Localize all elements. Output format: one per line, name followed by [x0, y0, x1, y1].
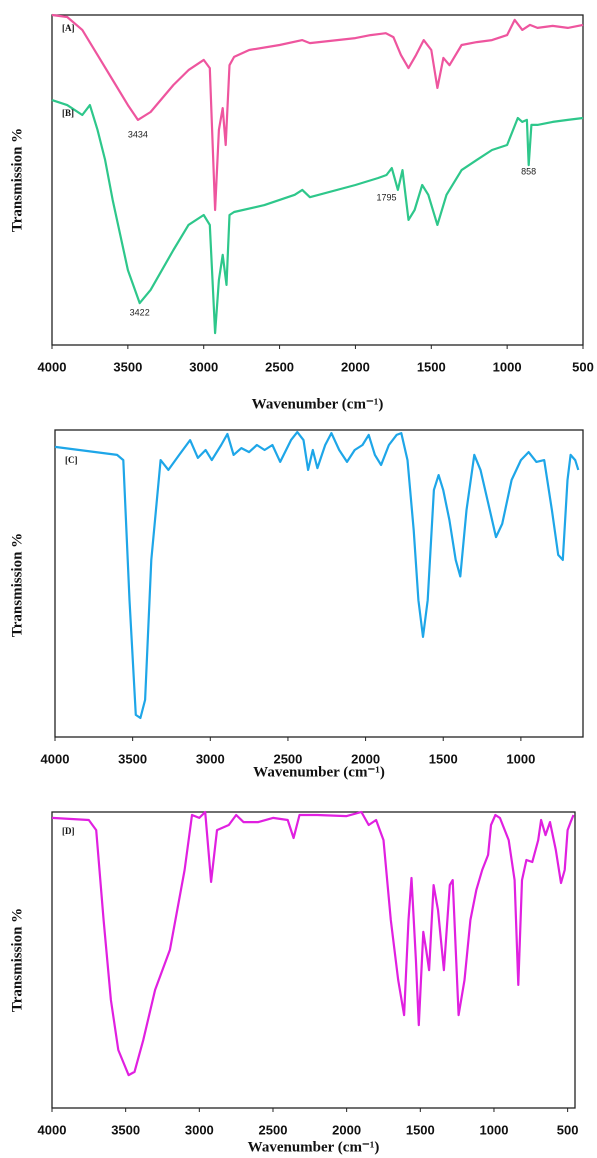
- spectrum-line: [54, 431, 580, 720]
- x-axis-label: Wavenumber (cm⁻¹): [248, 1139, 380, 1155]
- peak-label: 1795: [377, 193, 397, 203]
- plot-frame: [51, 14, 584, 346]
- x-tick-label: 1000: [493, 359, 522, 374]
- series-label: [C]: [65, 455, 78, 465]
- x-tick-label: 1000: [506, 751, 535, 766]
- series-label: [D]: [62, 826, 75, 836]
- y-axis-label: Transmission %: [9, 128, 25, 232]
- x-tick-label: 1500: [429, 751, 458, 766]
- x-tick-label: 1500: [406, 1122, 435, 1137]
- x-tick-label: 3500: [118, 751, 147, 766]
- spectrum-line: [51, 99, 584, 335]
- spectrum-line: [51, 13, 584, 212]
- x-tick-label: 2500: [259, 1122, 288, 1137]
- plot-frame: [54, 429, 584, 738]
- x-tick-label: 1500: [417, 359, 446, 374]
- x-tick-label: 500: [572, 359, 594, 374]
- x-tick-label: 2000: [341, 359, 370, 374]
- x-tick-label: 3500: [111, 1122, 140, 1137]
- peak-label: 3434: [128, 129, 148, 139]
- y-axis-label: Transmission %: [9, 533, 25, 637]
- peak-label: 3422: [130, 307, 150, 317]
- x-tick-label: 2500: [265, 359, 294, 374]
- plot-frame: [51, 811, 576, 1109]
- x-tick-label: 2000: [351, 751, 380, 766]
- x-tick-label: 4000: [41, 751, 70, 766]
- series-label: [A]: [62, 23, 75, 33]
- spectrum-line: [51, 810, 575, 1077]
- x-tick-label: 1000: [480, 1122, 509, 1137]
- x-tick-label: 4000: [38, 1122, 67, 1137]
- x-tick-label: 500: [557, 1122, 579, 1137]
- y-axis-label: Transmission %: [9, 908, 25, 1012]
- x-tick-label: 2000: [332, 1122, 361, 1137]
- x-axis-label: Wavenumber (cm⁻¹): [252, 396, 384, 412]
- x-tick-label: 3500: [113, 359, 142, 374]
- series-label: [B]: [62, 108, 74, 118]
- peak-label: 858: [521, 166, 536, 176]
- x-tick-label: 3000: [196, 751, 225, 766]
- x-axis-label: Wavenumber (cm⁻¹): [253, 764, 385, 780]
- x-tick-label: 3000: [189, 359, 218, 374]
- x-tick-label: 3000: [185, 1122, 214, 1137]
- x-tick-label: 4000: [38, 359, 67, 374]
- x-tick-label: 2500: [273, 751, 302, 766]
